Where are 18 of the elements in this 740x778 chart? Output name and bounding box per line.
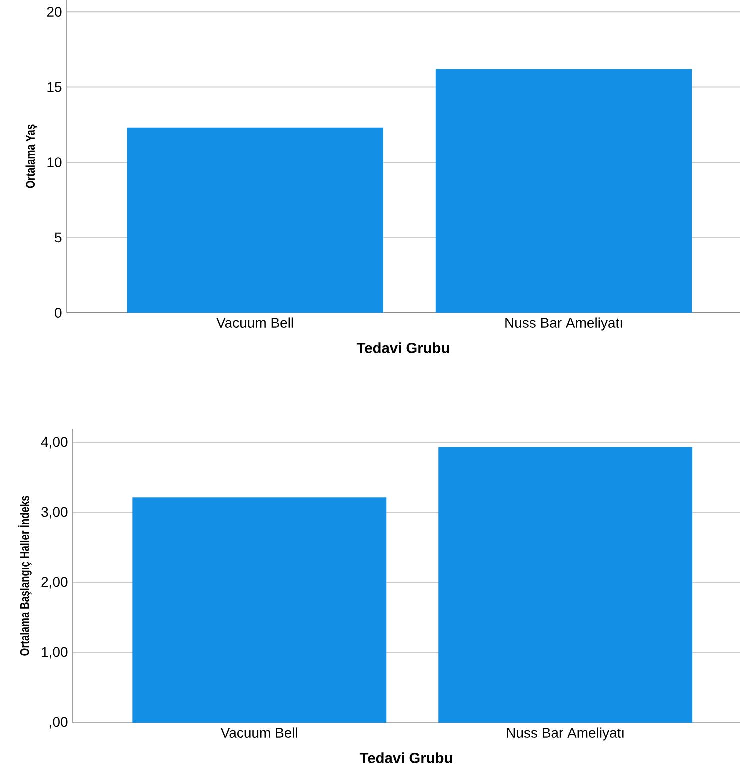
y-tick-label: 0 (55, 308, 62, 318)
x-tick-label: Vacuum Bell (216, 318, 294, 328)
x-tick-label: Nuss Bar Ameliyatı (506, 318, 622, 331)
y-tick-label: ,00 (50, 717, 68, 729)
x-tick-label: Vacuum Bell (220, 728, 298, 738)
y-tick-label: 4,00 (41, 437, 68, 449)
x-axis-title: Tedavi Grubu (356, 342, 450, 354)
y-tick-label: 15 (48, 82, 62, 92)
y-tick-label: 20 (47, 7, 62, 17)
y-axis-title: Ortalama Yaş (26, 124, 38, 188)
y-tick-label: 5 (55, 232, 62, 243)
y-tick-label: 2,00 (42, 577, 68, 589)
y-tick-label: 10 (48, 158, 62, 168)
y-tick-label: 1,00 (42, 647, 68, 659)
y-axis-title: Ortalama Başlangıç Haller İndeks (18, 496, 32, 656)
x-tick-label: Nuss Bar Ameliyatı (507, 728, 624, 741)
y-tick-label: 3,00 (42, 507, 68, 519)
x-axis-title: Tedavi Grubu (360, 752, 452, 764)
